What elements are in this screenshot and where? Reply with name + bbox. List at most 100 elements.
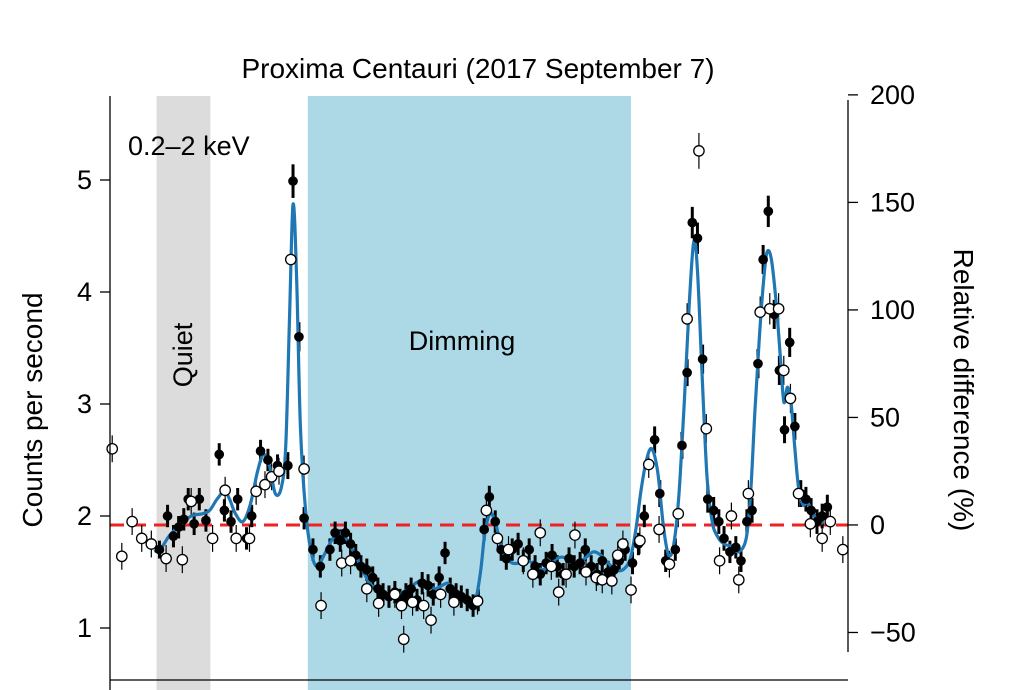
dimming-region-label: Dimming	[409, 326, 516, 356]
open-data-point	[471, 595, 484, 607]
open-data-point	[517, 554, 530, 567]
y2-axis-label: Relative difference (%)	[948, 249, 979, 532]
open-data-point	[230, 532, 243, 545]
open-data-point	[502, 543, 515, 556]
open-data-point	[397, 633, 410, 646]
open-data-point	[693, 145, 705, 157]
filled-data-point	[547, 550, 557, 561]
data-markers	[106, 145, 849, 646]
filled-data-point	[330, 527, 340, 538]
filled-data-point	[784, 337, 795, 348]
open-data-point	[611, 549, 624, 562]
y2-tick-label: 0	[870, 510, 885, 540]
open-data-point	[360, 582, 373, 595]
filled-data-point	[682, 367, 692, 378]
filled-data-point	[753, 358, 763, 369]
open-data-point	[836, 543, 849, 556]
open-data-point	[395, 599, 408, 612]
y2-tick-label: 100	[870, 295, 915, 325]
open-data-point	[663, 558, 676, 571]
filled-data-point	[168, 531, 179, 542]
open-data-point	[219, 484, 231, 497]
filled-data-point	[162, 511, 173, 521]
filled-data-point	[440, 548, 450, 558]
open-data-point	[792, 487, 805, 500]
open-data-point	[772, 302, 785, 315]
filled-data-point	[462, 595, 473, 605]
open-data-point	[417, 599, 430, 612]
filled-data-point	[730, 542, 741, 553]
filled-data-point	[434, 572, 444, 583]
filled-data-point	[702, 494, 713, 505]
filled-data-point	[524, 544, 535, 555]
open-data-point	[569, 529, 581, 541]
filled-data-point	[325, 544, 335, 555]
filled-data-point	[335, 535, 346, 546]
filled-data-point	[687, 217, 698, 228]
filled-data-point	[801, 494, 811, 505]
filled-data-point	[201, 515, 211, 526]
open-data-point	[298, 463, 310, 475]
filled-data-point	[361, 564, 372, 575]
filled-data-point	[806, 505, 816, 516]
filled-data-point	[484, 492, 495, 502]
y-tick-label: 5	[77, 165, 92, 195]
open-data-point	[777, 364, 790, 377]
filled-data-point	[308, 544, 318, 555]
open-data-point	[681, 313, 693, 325]
open-data-point	[804, 517, 817, 530]
open-data-point	[448, 596, 460, 609]
open-data-point	[672, 507, 685, 520]
filled-data-point	[214, 449, 225, 460]
open-data-point	[625, 584, 637, 596]
chart-title: Proxima Centauri (2017 September 7)	[241, 53, 714, 84]
open-data-point	[185, 495, 198, 508]
open-data-point	[406, 596, 419, 609]
filled-data-point	[654, 488, 665, 499]
filled-data-point	[263, 455, 273, 465]
open-data-point	[617, 538, 629, 550]
open-data-point	[315, 599, 327, 612]
y-tick-label: 4	[77, 277, 92, 307]
shaded-region-quiet	[156, 96, 211, 690]
open-data-point	[596, 573, 609, 586]
filled-data-point	[697, 354, 708, 365]
open-data-point	[250, 485, 262, 498]
filled-data-point	[219, 505, 230, 516]
filled-data-point	[445, 583, 456, 594]
open-data-point	[344, 554, 357, 567]
filled-data-point	[513, 539, 523, 549]
filled-data-point	[564, 553, 574, 564]
open-data-point	[754, 306, 767, 319]
filled-data-point	[639, 511, 650, 521]
y2-tick-label: 200	[870, 80, 915, 110]
filled-data-point	[423, 580, 433, 591]
axes	[100, 94, 858, 690]
filled-data-point	[763, 206, 774, 217]
open-data-point	[145, 538, 158, 550]
filled-data-point	[597, 555, 608, 566]
filled-data-point	[677, 440, 687, 451]
filled-data-point	[246, 511, 257, 521]
open-data-point	[824, 515, 837, 528]
filled-data-point	[609, 564, 619, 575]
filled-data-point	[226, 516, 236, 527]
filled-data-point	[479, 524, 490, 535]
filled-data-point	[288, 176, 298, 186]
open-data-point	[284, 253, 297, 266]
filled-data-point	[713, 516, 724, 527]
filled-data-point	[580, 544, 591, 555]
filled-data-point	[692, 233, 703, 244]
tick-labels: 1 2 3 4 5 −50 0 50 100 150 200	[77, 80, 916, 648]
y-axis-label: Counts per second	[17, 292, 48, 527]
open-data-point	[259, 478, 271, 491]
filled-data-point	[367, 572, 378, 583]
open-data-point	[552, 586, 565, 599]
filled-data-point	[294, 331, 304, 342]
open-data-point	[534, 526, 547, 539]
open-data-point	[816, 532, 829, 545]
filled-data-point	[779, 424, 790, 435]
y2-tick-label: 50	[870, 402, 900, 432]
filled-data-point	[822, 502, 833, 512]
open-data-point	[742, 487, 755, 500]
